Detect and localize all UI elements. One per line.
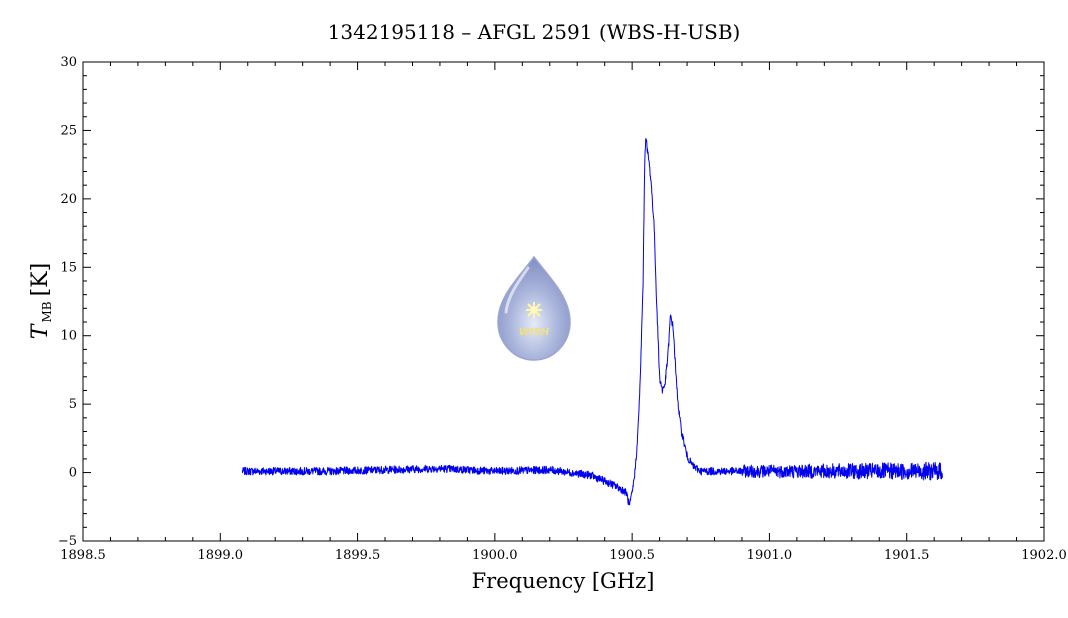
x-tick-label: 1902.0	[1021, 548, 1067, 563]
y-tick-label: 25	[60, 123, 77, 138]
logo-text: WISH	[519, 327, 550, 338]
x-tick-label: 1901.5	[884, 548, 930, 563]
spectrum-line	[241, 138, 943, 506]
y-tick-label: 20	[60, 192, 77, 207]
plot-frame	[82, 61, 1045, 542]
y-tick-label: −5	[58, 534, 77, 549]
plot-area: 1898.5 1899.0 1899.5 1900.0 1900.5 1901.0 1901…	[58, 55, 1067, 563]
x-tick-label: 1898.5	[60, 548, 106, 563]
y-axis-label-symbol: T	[28, 322, 53, 339]
x-axis-label: Frequency [GHz]	[472, 569, 655, 593]
wish-logo: WISH	[497, 255, 571, 361]
x-tick-label: 1900.0	[472, 548, 518, 563]
y-tick-labels: −5 0 5 10 15 20 25 30	[58, 55, 77, 549]
axis-ticks	[82, 61, 1045, 542]
y-axis-label-unit: [K]	[28, 263, 53, 297]
y-tick-label: 5	[69, 397, 77, 412]
y-axis-label-subscript: MB	[40, 301, 54, 322]
y-axis-label: TMB [K]	[28, 263, 54, 339]
y-tick-label: 15	[60, 260, 77, 275]
x-tick-label: 1899.5	[335, 548, 381, 563]
x-tick-label: 1900.5	[609, 548, 655, 563]
y-tick-label: 30	[60, 55, 77, 70]
y-tick-label: 10	[60, 329, 77, 344]
x-tick-label: 1899.0	[198, 548, 244, 563]
chart-title: 1342195118 – AFGL 2591 (WBS-H-USB)	[328, 20, 741, 44]
x-tick-label: 1901.0	[747, 548, 793, 563]
x-tick-labels: 1898.5 1899.0 1899.5 1900.0 1900.5 1901.0 1901…	[60, 548, 1067, 563]
y-tick-label: 0	[69, 466, 77, 481]
